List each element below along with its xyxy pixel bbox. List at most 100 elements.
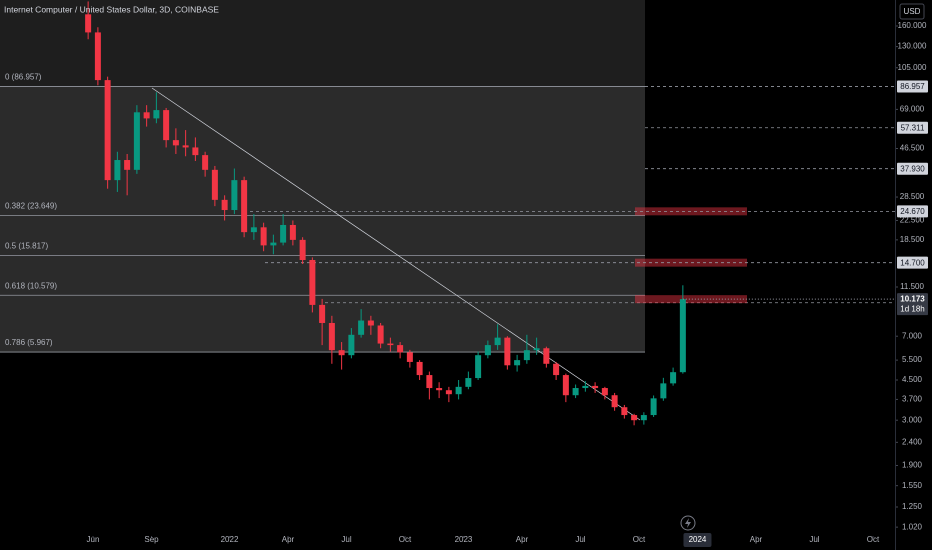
candle-body <box>640 415 647 421</box>
x-tick-label: Apr <box>516 535 529 544</box>
candle-body <box>650 398 657 416</box>
candle-body <box>221 199 228 211</box>
y-tick-label: 160.000 <box>898 21 927 30</box>
candle-body <box>455 386 462 395</box>
candle-body <box>416 361 423 376</box>
candle-body <box>348 334 355 356</box>
candle-body <box>543 348 550 364</box>
current-price-box <box>897 293 928 316</box>
price-label: 24.670 <box>900 207 925 216</box>
x-tick-label: Oct <box>867 535 880 544</box>
candle-body <box>494 337 501 346</box>
x-tick-label: Jul <box>575 535 585 544</box>
candle-body <box>250 227 257 233</box>
y-tick-label: 1.900 <box>902 461 923 470</box>
candle-body <box>601 388 608 396</box>
x-tick-label: Sep <box>144 535 159 544</box>
y-tick-label: 22.500 <box>900 216 925 225</box>
candle-body <box>338 350 345 356</box>
fib-label: 0 (86.957) <box>5 73 42 82</box>
y-tick-label: 11.500 <box>900 282 924 291</box>
y-tick-label: 18.500 <box>900 235 925 244</box>
candle-body <box>182 145 189 148</box>
y-tick-label: 46.500 <box>900 144 925 153</box>
fib-label: 0.5 (15.817) <box>5 242 48 251</box>
candle-body <box>328 322 335 351</box>
chart-title: Internet Computer / United States Dollar… <box>4 4 219 14</box>
price-label-box <box>897 256 928 269</box>
price-label-box <box>897 162 928 175</box>
candle-body <box>211 169 218 200</box>
candle-body <box>202 155 209 170</box>
candle-body <box>572 388 579 396</box>
candle-body <box>436 388 443 391</box>
candle-body <box>592 385 599 389</box>
candle-body <box>631 415 638 421</box>
candle-body <box>679 299 686 373</box>
y-tick-label: 5.500 <box>902 355 923 364</box>
resistance-zone <box>635 295 747 304</box>
price-label-box <box>897 205 928 218</box>
candle-body <box>367 320 374 326</box>
candle-body <box>133 112 140 170</box>
y-tick-label: 1.250 <box>902 502 923 511</box>
candle-body <box>621 407 628 416</box>
candle-body <box>319 304 326 323</box>
candle-body <box>309 260 316 305</box>
x-highlight <box>683 533 712 547</box>
price-label-box <box>897 80 928 93</box>
y-tick-label: 4.500 <box>902 375 923 384</box>
countdown: 1d 18h <box>900 304 924 313</box>
y-tick-label: 2.400 <box>902 437 923 446</box>
candle-body <box>660 383 667 399</box>
candle-body <box>465 378 472 387</box>
candle-body <box>192 147 199 156</box>
x-tick-label: Oct <box>399 535 412 544</box>
currency-box[interactable] <box>899 3 925 20</box>
candle-body <box>397 345 404 353</box>
price-label: 86.957 <box>900 82 925 91</box>
replay-icon[interactable] <box>680 515 696 531</box>
y-tick-label: 1.020 <box>902 522 923 531</box>
x-tick-label: Jun <box>87 535 100 544</box>
x-tick-label: Oct <box>633 535 646 544</box>
y-tick-label: 3.700 <box>902 395 923 404</box>
y-tick-label: 105.000 <box>898 63 927 72</box>
candle-body <box>582 385 589 389</box>
candle-body <box>280 224 287 243</box>
candle-body <box>504 337 511 366</box>
price-label: 14.700 <box>900 258 925 267</box>
x-tick-label: 2023 <box>455 535 473 544</box>
candle-body <box>114 160 121 181</box>
fib-label: 0.382 (23.649) <box>5 202 57 211</box>
candle-body <box>299 239 306 261</box>
currency: USD <box>904 7 921 16</box>
fib-label: 0.786 (5.967) <box>5 338 53 347</box>
x-tick-label: 2022 <box>221 535 239 544</box>
overlay: 160.000 130.000 105.000 69.000 46.500 28.500 2… <box>87 21 928 547</box>
x-tick-label: Apr <box>750 535 763 544</box>
candle-body <box>289 224 296 240</box>
candle-body <box>475 355 482 379</box>
candle-body <box>143 112 150 119</box>
price-label-box <box>897 121 928 134</box>
y-tick-label: 28.500 <box>900 192 925 201</box>
candle-body <box>270 242 277 246</box>
candle-body <box>85 14 92 33</box>
price-label: 57.311 <box>901 123 925 132</box>
y-tick-label: 130.000 <box>898 42 927 51</box>
x-tick-label: Apr <box>282 535 295 544</box>
y-tick-label: 3.000 <box>902 415 923 424</box>
candle-body <box>231 180 238 211</box>
x-tick-label: Jul <box>341 535 351 544</box>
candle-body <box>406 352 413 362</box>
candle-body <box>124 160 131 170</box>
candle-body <box>358 320 365 335</box>
replay-icon-bolt <box>685 518 691 528</box>
fib-top-zone <box>0 0 645 87</box>
y-tick-label: 1.550 <box>902 481 923 490</box>
candle-body <box>387 343 394 346</box>
candle-body <box>670 372 677 384</box>
candle-body <box>260 227 267 246</box>
